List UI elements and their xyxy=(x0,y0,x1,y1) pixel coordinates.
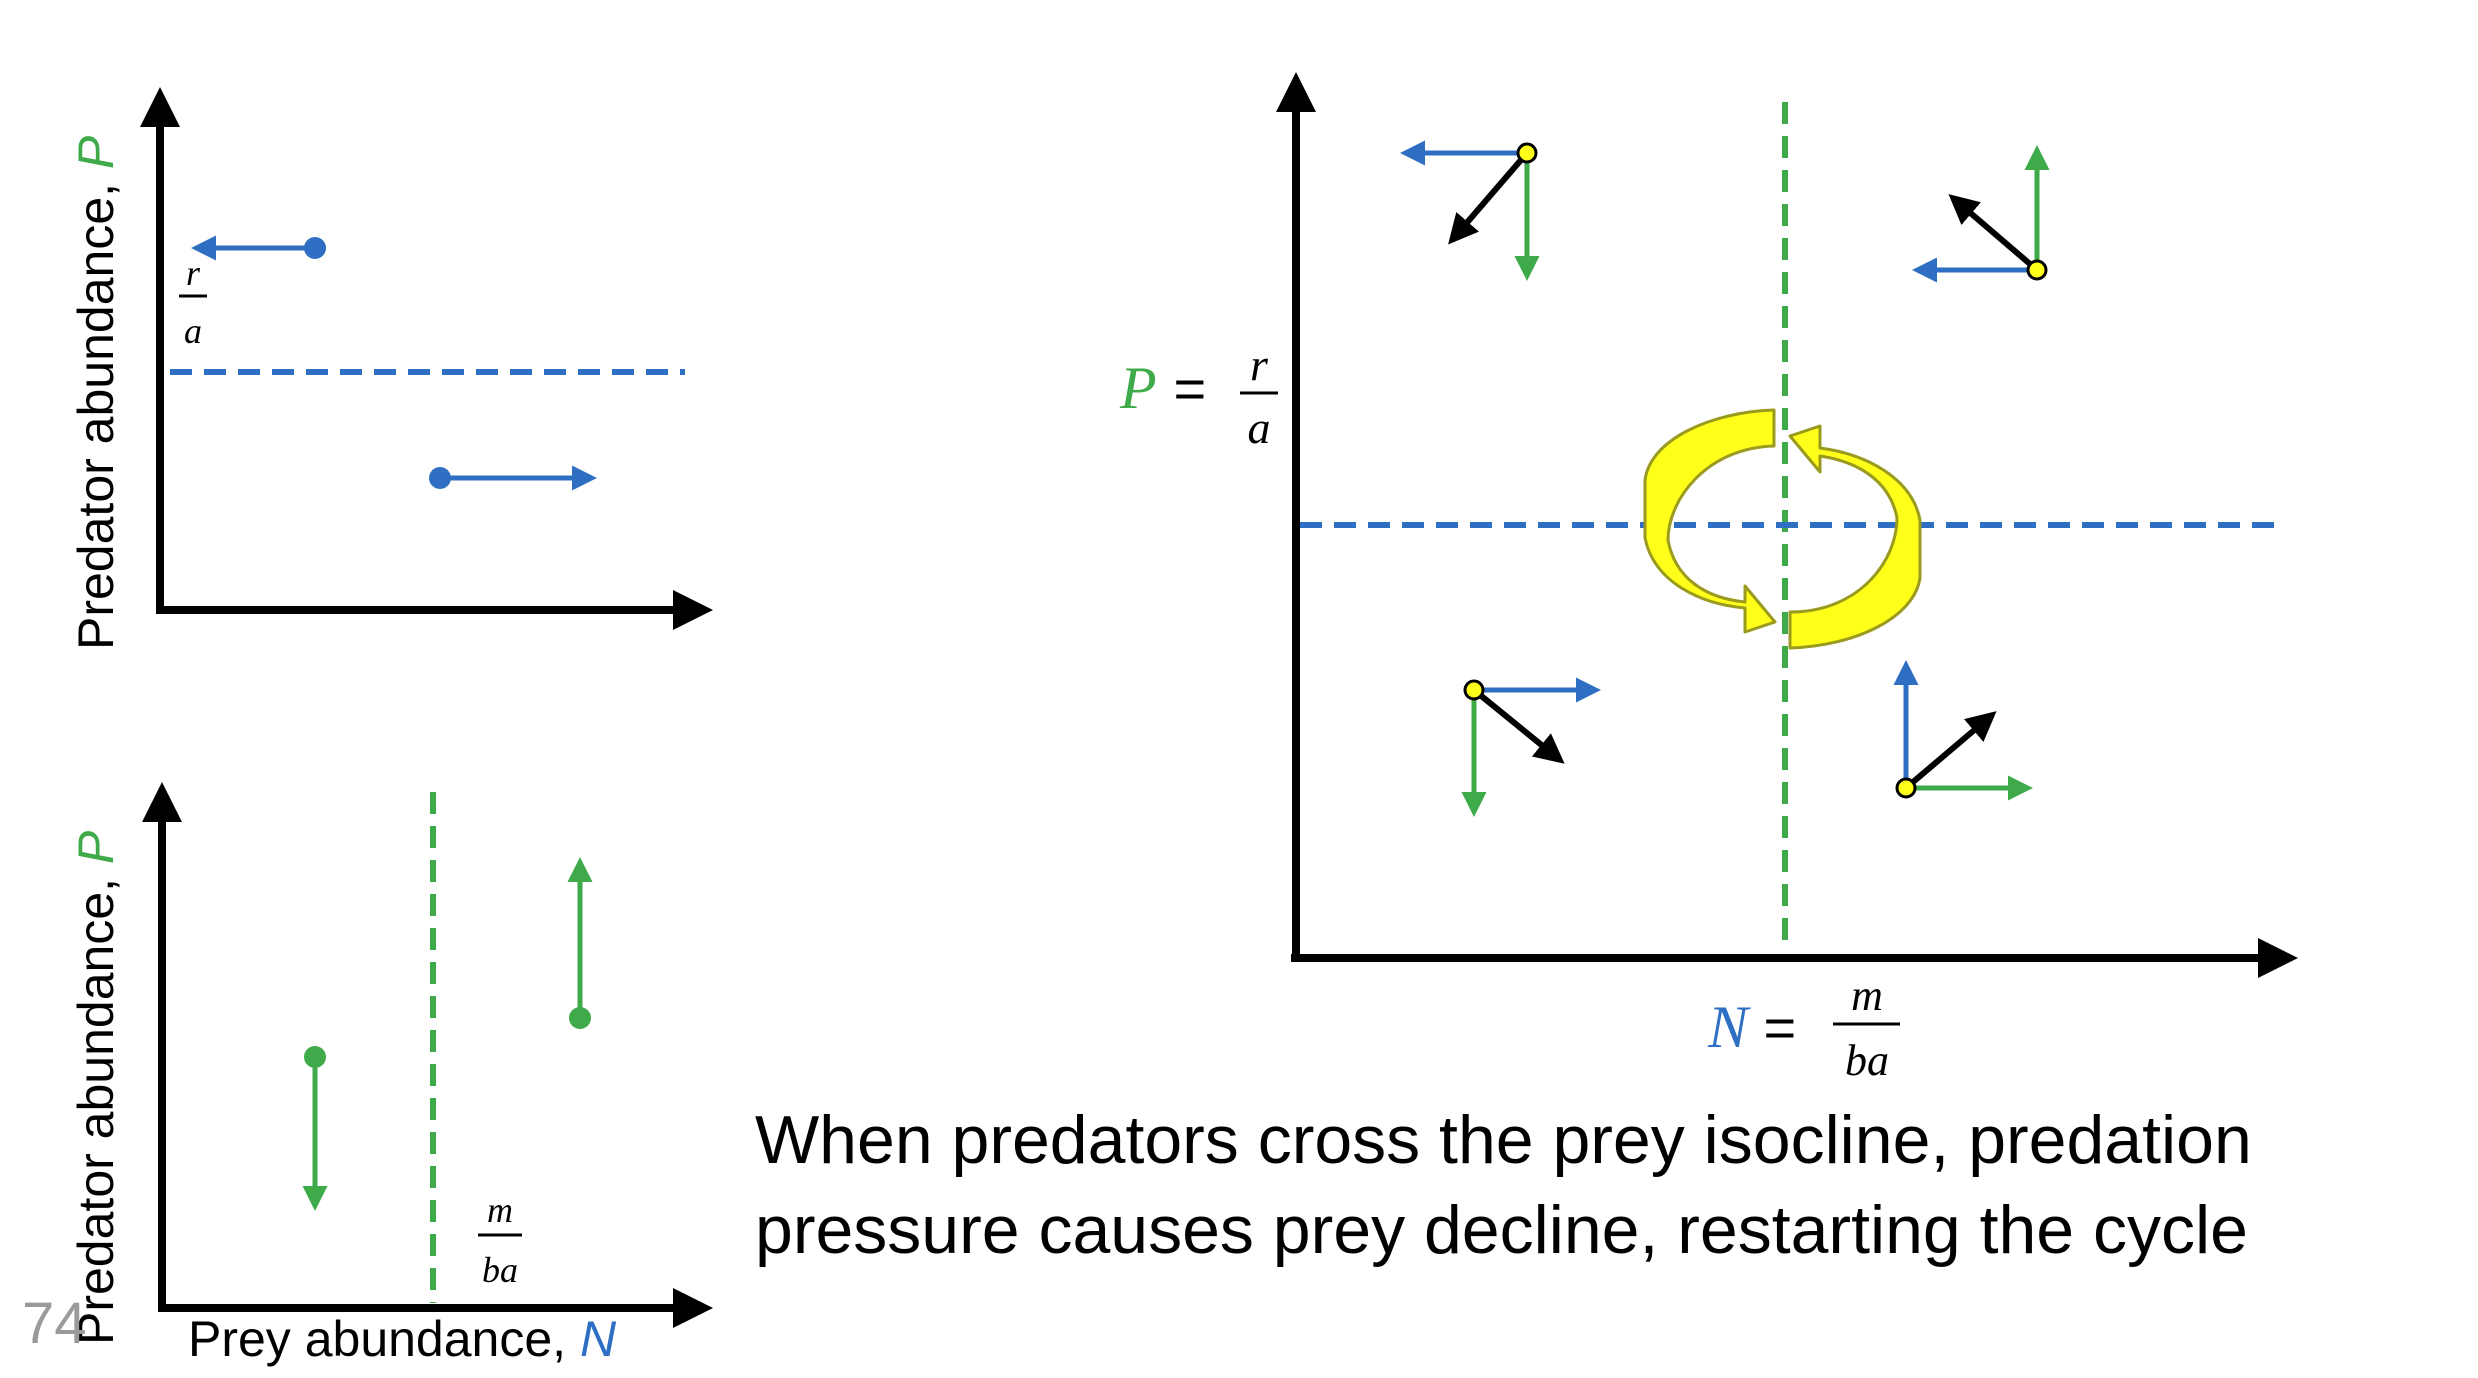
state-point xyxy=(2026,259,2048,281)
phase-plane-panel: P = r a N = m ba xyxy=(1119,72,2298,1085)
predator-decline-arrow xyxy=(302,1046,328,1211)
isocline-numerator: m xyxy=(487,1190,513,1230)
cycle-arrows xyxy=(1643,408,1922,650)
slide-caption: When predators cross the prey isocline, … xyxy=(755,1095,2455,1275)
state-point xyxy=(1516,142,1538,164)
cycle-arrow-right xyxy=(1788,424,1922,650)
bottom-left-y-axis-label: Predator abundance, P xyxy=(68,830,124,1345)
prey-isocline-label: N = m ba xyxy=(1707,971,1900,1085)
vector-bottom-left xyxy=(1461,677,1601,817)
equals-sign: = xyxy=(1158,357,1222,420)
n-variable: N xyxy=(1707,994,1751,1060)
top-left-isocline-label: r a xyxy=(179,253,207,351)
p-variable: P xyxy=(1119,355,1157,421)
predator-isocline-label: P = r a xyxy=(1119,339,1278,453)
equals-sign: = xyxy=(1748,996,1812,1059)
predator-variable: P xyxy=(68,135,124,169)
state-point xyxy=(1463,679,1485,701)
start-dot xyxy=(569,1007,591,1029)
predator-variable: P xyxy=(68,830,124,864)
start-dot xyxy=(304,237,326,259)
isocline-denominator: a xyxy=(184,311,202,351)
caption-line-2: pressure causes prey decline, restarting… xyxy=(755,1192,2248,1268)
predator-increase-arrow xyxy=(567,857,593,1029)
start-dot xyxy=(429,467,451,489)
n-denominator: ba xyxy=(1845,1036,1889,1085)
start-dot xyxy=(304,1046,326,1068)
prey-variable: N xyxy=(580,1311,617,1367)
page-number: 74 xyxy=(22,1291,87,1356)
isocline-numerator: r xyxy=(186,253,201,293)
state-point xyxy=(1895,777,1917,799)
top-left-panel: r a Predator abundance, P xyxy=(68,87,713,650)
prey-increase-arrow xyxy=(429,465,597,491)
bottom-left-isocline-label: m ba xyxy=(478,1190,522,1290)
isocline-denominator: ba xyxy=(482,1250,518,1290)
p-numerator: r xyxy=(1250,339,1269,390)
p-denominator: a xyxy=(1248,402,1271,453)
bottom-left-panel: m ba Predator abundance, P Prey abundanc… xyxy=(68,782,713,1367)
bottom-left-x-axis-label: Prey abundance, N xyxy=(188,1311,617,1367)
caption-line-1: When predators cross the prey isocline, … xyxy=(755,1102,2252,1178)
vector-top-right xyxy=(1912,145,2050,283)
n-numerator: m xyxy=(1851,971,1883,1020)
prey-decline-arrow xyxy=(191,235,326,261)
vector-bottom-right xyxy=(1893,660,2033,801)
vector-top-left xyxy=(1400,140,1540,281)
cycle-arrow-left xyxy=(1643,408,1777,634)
top-left-y-axis-label: Predator abundance, P xyxy=(68,135,124,650)
